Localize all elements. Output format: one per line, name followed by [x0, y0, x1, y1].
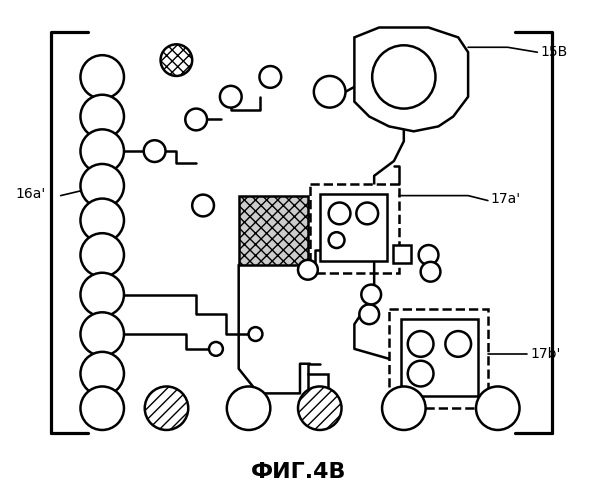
- Circle shape: [314, 76, 346, 108]
- Bar: [401, 319, 478, 396]
- Circle shape: [220, 86, 241, 108]
- Polygon shape: [355, 28, 468, 132]
- Circle shape: [359, 304, 379, 324]
- Circle shape: [408, 331, 434, 357]
- Bar: [320, 194, 387, 261]
- Bar: [310, 184, 399, 272]
- Circle shape: [329, 202, 350, 224]
- Circle shape: [446, 331, 471, 357]
- Text: 15B: 15B: [540, 45, 567, 59]
- Circle shape: [361, 284, 381, 304]
- Circle shape: [192, 194, 214, 216]
- Circle shape: [80, 312, 124, 356]
- Circle shape: [298, 260, 318, 280]
- Circle shape: [227, 386, 270, 430]
- Circle shape: [372, 46, 435, 108]
- Circle shape: [80, 130, 124, 173]
- Circle shape: [329, 232, 344, 248]
- Circle shape: [145, 386, 188, 430]
- Text: 17a': 17a': [491, 192, 521, 205]
- Circle shape: [372, 46, 435, 108]
- Circle shape: [80, 352, 124, 396]
- Bar: [238, 196, 308, 265]
- Circle shape: [209, 342, 223, 356]
- Circle shape: [249, 327, 262, 341]
- Bar: [308, 374, 328, 394]
- Circle shape: [80, 386, 124, 430]
- Circle shape: [408, 361, 434, 386]
- Text: 16a': 16a': [16, 186, 46, 200]
- Circle shape: [476, 386, 519, 430]
- Text: 17b': 17b': [530, 347, 561, 361]
- Circle shape: [382, 386, 425, 430]
- Circle shape: [80, 198, 124, 242]
- Circle shape: [259, 66, 281, 88]
- Circle shape: [419, 245, 438, 265]
- Bar: [389, 310, 488, 408]
- Circle shape: [80, 94, 124, 138]
- Circle shape: [298, 386, 341, 430]
- Bar: [393, 245, 411, 263]
- Circle shape: [80, 272, 124, 316]
- Circle shape: [420, 262, 440, 281]
- Circle shape: [80, 164, 124, 208]
- Circle shape: [185, 108, 207, 130]
- Circle shape: [80, 55, 124, 98]
- Circle shape: [356, 202, 378, 224]
- Circle shape: [144, 140, 165, 162]
- Circle shape: [161, 44, 192, 76]
- Circle shape: [80, 233, 124, 276]
- Text: ФИГ.4В: ФИГ.4В: [251, 462, 347, 482]
